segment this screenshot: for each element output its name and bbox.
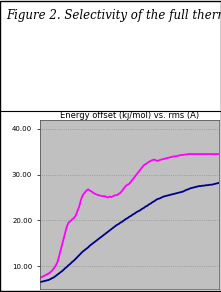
Text: Figure 2. Selectivity of the full thermodynamic model vs. simplified statistical: Figure 2. Selectivity of the full thermo… bbox=[7, 9, 221, 22]
Title: Energy offset (kj/mol) vs. rms (A): Energy offset (kj/mol) vs. rms (A) bbox=[60, 111, 199, 120]
